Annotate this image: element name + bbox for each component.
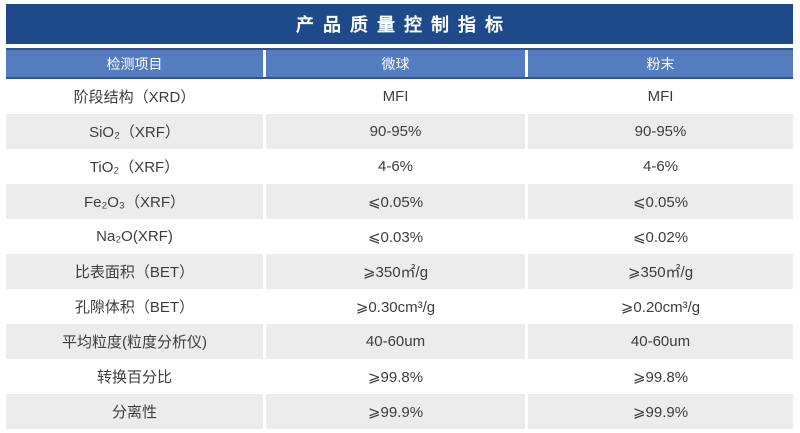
table-row: 阶段结构（XRD） MFI MFI: [6, 79, 793, 114]
cell-test-item: TiO₂（XRF）: [6, 149, 263, 184]
cell-powder-value: ⩽0.02%: [528, 219, 793, 254]
cell-powder-value: ⩾99.9%: [528, 394, 793, 429]
table-row: 分离性 ⩾99.9% ⩾99.9%: [6, 394, 793, 429]
table-row: SiO₂（XRF） 90-95% 90-95%: [6, 114, 793, 149]
quality-control-table: 产品质量控制指标 检测项目 微球 粉末 阶段结构（XRD） MFI MFI Si…: [6, 4, 793, 429]
table-body: 阶段结构（XRD） MFI MFI SiO₂（XRF） 90-95% 90-95…: [6, 79, 793, 429]
cell-powder-value: ⩾99.8%: [528, 359, 793, 394]
cell-microsphere-value: ⩾99.9%: [266, 394, 525, 429]
table-row: 孔隙体积（BET） ⩾0.30cm³/g ⩾0.20cm³/g: [6, 289, 793, 324]
table-title: 产品质量控制指标: [296, 15, 512, 35]
table-row: Na₂O(XRF) ⩽0.03% ⩽0.02%: [6, 219, 793, 254]
title-header-divider: [6, 44, 793, 48]
cell-microsphere-value: 4-6%: [266, 149, 525, 184]
table-row: 比表面积（BET） ⩾350㎡/g ⩾350㎡/g: [6, 254, 793, 289]
cell-test-item: 比表面积（BET）: [6, 254, 263, 289]
column-header-powder: 粉末: [528, 50, 793, 77]
cell-powder-value: 40-60um: [528, 324, 793, 359]
cell-powder-value: 4-6%: [528, 149, 793, 184]
cell-microsphere-value: ⩽0.03%: [266, 219, 525, 254]
cell-microsphere-value: 90-95%: [266, 114, 525, 149]
table-header-row: 检测项目 微球 粉末: [6, 48, 793, 79]
column-header-test-item: 检测项目: [6, 50, 263, 77]
column-header-microsphere: 微球: [266, 50, 525, 77]
cell-powder-value: MFI: [528, 79, 793, 114]
table-row: 平均粒度(粒度分析仪) 40-60um 40-60um: [6, 324, 793, 359]
cell-microsphere-value: MFI: [266, 79, 525, 114]
cell-test-item: Fe₂O₃（XRF）: [6, 184, 263, 219]
cell-microsphere-value: ⩾350㎡/g: [266, 254, 525, 289]
cell-test-item: 阶段结构（XRD）: [6, 79, 263, 114]
cell-powder-value: 90-95%: [528, 114, 793, 149]
cell-test-item: 转换百分比: [6, 359, 263, 394]
cell-powder-value: ⩽0.05%: [528, 184, 793, 219]
table-row: 转换百分比 ⩾99.8% ⩾99.8%: [6, 359, 793, 394]
cell-powder-value: ⩾350㎡/g: [528, 254, 793, 289]
cell-microsphere-value: ⩾0.30cm³/g: [266, 289, 525, 324]
table-row: Fe₂O₃（XRF） ⩽0.05% ⩽0.05%: [6, 184, 793, 219]
cell-microsphere-value: ⩾99.8%: [266, 359, 525, 394]
cell-test-item: 孔隙体积（BET）: [6, 289, 263, 324]
cell-powder-value: ⩾0.20cm³/g: [528, 289, 793, 324]
cell-test-item: 平均粒度(粒度分析仪): [6, 324, 263, 359]
cell-test-item: SiO₂（XRF）: [6, 114, 263, 149]
table-title-bar: 产品质量控制指标: [6, 4, 793, 44]
cell-microsphere-value: 40-60um: [266, 324, 525, 359]
cell-test-item: 分离性: [6, 394, 263, 429]
cell-microsphere-value: ⩽0.05%: [266, 184, 525, 219]
table-row: TiO₂（XRF） 4-6% 4-6%: [6, 149, 793, 184]
cell-test-item: Na₂O(XRF): [6, 219, 263, 254]
